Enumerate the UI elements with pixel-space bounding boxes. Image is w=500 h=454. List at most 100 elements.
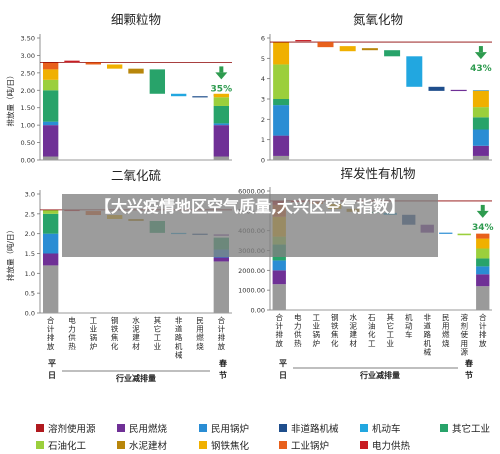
category-label: 烧 xyxy=(196,341,204,351)
category-label: 建 xyxy=(132,332,140,342)
reduction-arrow-shaft xyxy=(480,204,485,211)
category-label: 放 xyxy=(479,338,487,348)
category-label: 计 xyxy=(276,321,284,331)
start-total-segment xyxy=(272,270,286,285)
y-axis-label: 排放量（吨/日） xyxy=(5,71,15,126)
reduction-bar xyxy=(170,93,187,97)
end-total-segment xyxy=(476,233,490,239)
reduction-arrow-head xyxy=(476,210,489,218)
end-total-segment xyxy=(213,125,230,157)
start-total-segment xyxy=(42,209,59,214)
category-label: 水 xyxy=(132,315,140,325)
category-label: 石 xyxy=(368,313,376,322)
category-label: 炉 xyxy=(90,341,98,351)
y-tick-label: 4 xyxy=(261,75,265,83)
legend-label: 非道路机械 xyxy=(291,424,339,435)
legend-swatch xyxy=(360,441,368,449)
category-label: 建 xyxy=(350,329,358,339)
legend-swatch xyxy=(36,424,44,432)
legend-item: 石油化工 xyxy=(36,438,86,452)
start-total-segment xyxy=(42,265,59,313)
category-label: 电 xyxy=(68,315,76,325)
category-label: 车 xyxy=(405,329,413,339)
category-label: 路 xyxy=(175,332,183,342)
category-label: 铁 xyxy=(111,324,119,334)
legend-item: 电力供热 xyxy=(360,438,410,452)
category-label: 放 xyxy=(218,341,226,351)
category-label: 源 xyxy=(461,347,469,356)
category-label: 合 xyxy=(276,312,284,322)
category-label: 排 xyxy=(276,329,284,339)
y-tick-label: 2.50 xyxy=(21,69,35,77)
category-label: 电 xyxy=(294,312,302,322)
start-total-segment xyxy=(272,260,286,271)
start-total-segment xyxy=(273,135,290,156)
category-label: 机 xyxy=(175,341,183,351)
category-label: 业 xyxy=(90,324,98,334)
legend-label: 机动车 xyxy=(372,424,401,435)
legend-item: 民用锅炉 xyxy=(199,421,249,435)
start-total-segment xyxy=(273,64,290,99)
category-label: 化 xyxy=(331,338,339,348)
category-label: 民 xyxy=(196,316,204,325)
reduction-bar xyxy=(361,48,378,51)
category-label: 排 xyxy=(479,329,487,339)
end-total-segment xyxy=(213,123,230,126)
category-label: 排 xyxy=(47,332,55,342)
reduction-bar xyxy=(128,68,144,74)
reduction-bar xyxy=(406,56,423,87)
reduction-percent-label: 35% xyxy=(211,84,233,94)
reduction-bar xyxy=(450,89,467,92)
category-label: 工 xyxy=(154,333,162,342)
legend-label: 其它工业 xyxy=(452,424,491,435)
reduction-arrow-head xyxy=(474,52,487,60)
y-tick-label: 0 xyxy=(261,157,265,165)
legend-label: 钢铁焦化 xyxy=(211,441,250,452)
legend: 溶剂使用源 民用燃烧 民用锅炉 非道路机械 机动车 其它工业 石油化工 水泥建材 钢铁焦化 工业锅… xyxy=(0,417,500,454)
category-label: 钢 xyxy=(331,312,339,322)
legend-item: 机动车 xyxy=(360,421,401,435)
category-label: 工 xyxy=(313,313,321,322)
category-label: 工 xyxy=(90,316,98,325)
end-total-segment xyxy=(213,261,230,313)
reduction-bar xyxy=(106,64,123,69)
reduction-bar xyxy=(317,42,334,48)
legend-label: 石油化工 xyxy=(48,441,87,452)
start-total-segment xyxy=(42,69,59,80)
end-total-segment xyxy=(472,129,489,146)
legend-item: 非道路机械 xyxy=(279,421,339,435)
category-label: 放 xyxy=(276,338,284,348)
y-tick-label: 3 xyxy=(261,96,265,104)
start-total-segment xyxy=(273,99,290,106)
reduction-bar xyxy=(149,69,166,94)
y-tick-label: 6 xyxy=(261,35,265,43)
category-label: 力 xyxy=(68,324,76,334)
legend-swatch xyxy=(199,441,207,449)
legend-label: 工业锅炉 xyxy=(291,441,330,452)
category-label: 合 xyxy=(218,315,226,325)
end-total-segment xyxy=(476,238,490,249)
y-tick-label: 2.0 xyxy=(25,230,35,238)
start-total-segment xyxy=(42,62,59,70)
legend-swatch xyxy=(117,441,125,449)
y-tick-label: 2 xyxy=(261,116,265,124)
category-label: 烧 xyxy=(442,338,450,348)
end-total-segment xyxy=(472,107,489,118)
category-label: 泥 xyxy=(350,322,358,331)
category-label: 其 xyxy=(387,313,395,322)
category-label: 机 xyxy=(405,312,413,322)
start-total-segment xyxy=(272,284,286,310)
category-label: 溶 xyxy=(461,312,469,322)
category-label: 它 xyxy=(387,321,395,331)
y-axis-label: 排放量（吨/日） xyxy=(5,226,15,281)
start-total-segment xyxy=(42,90,59,122)
chart-title: 二氧化硫 xyxy=(111,168,162,183)
y-tick-label: 0.0 xyxy=(25,310,35,318)
reduction-bar xyxy=(295,40,312,42)
category-label: 焦 xyxy=(111,332,119,342)
category-label: 工 xyxy=(387,330,395,339)
reduction-bar xyxy=(472,90,489,92)
category-label: 业 xyxy=(387,338,395,348)
start-total-segment xyxy=(42,79,59,91)
y-tick-label: 0.00 xyxy=(251,307,265,315)
